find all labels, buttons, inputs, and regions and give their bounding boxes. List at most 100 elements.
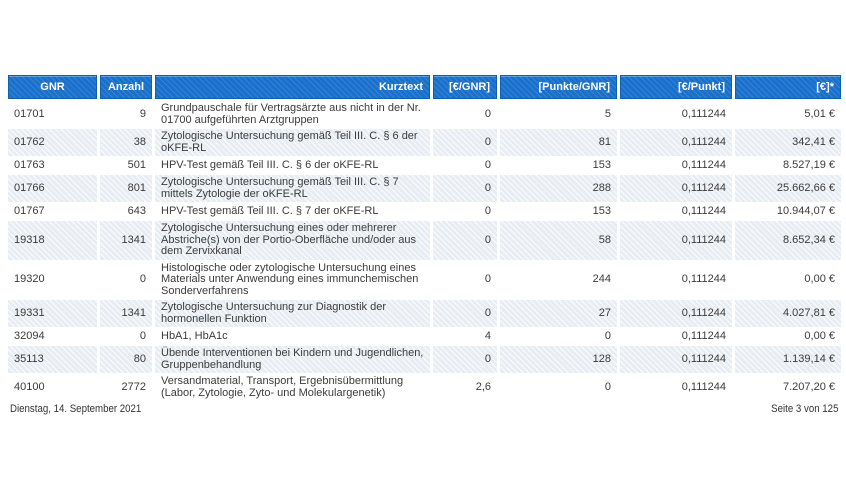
column-header-eur-total: [€]*: [735, 75, 841, 99]
cell-anzahl: 0: [139, 273, 146, 285]
column-header-eur-gnr: [€/GNR]: [433, 75, 497, 99]
cell-punkte-gnr: 0: [604, 329, 611, 342]
cell-eur-gnr: 0: [484, 273, 491, 285]
column-header-anzahl: Anzahl: [100, 75, 152, 99]
cell-eur-total: 0,00 €: [804, 273, 835, 285]
cell-eur-punkt: 0,111244: [681, 329, 726, 342]
table-row: 01701 9 Grundpauschale für Vertragsärzte…: [8, 101, 841, 128]
column-header-gnr: GNR: [8, 75, 97, 99]
cell-eur-punkt: 0,111244: [620, 346, 732, 373]
cell-anzahl: 0: [139, 329, 146, 342]
cell-kurztext: Histologische oder zytologische Untersuc…: [161, 261, 419, 297]
cell-anzahl: 80: [100, 346, 152, 373]
report-date: Dienstag, 14. September 2021: [10, 403, 142, 415]
table-row: 01763 501 HPV-Test gemäß Teil III. C. § …: [8, 157, 841, 174]
column-header-kurztext: Kurztext: [155, 75, 430, 99]
table-row: 35113 80 Übende Interventionen bei Kinde…: [8, 346, 841, 373]
cell-eur-punkt: 0,111244: [620, 129, 732, 156]
cell-eur-punkt: 0,111244: [620, 300, 732, 327]
cell-eur-punkt: 0,111244: [620, 175, 732, 202]
table-row: 19331 1341 Zytologische Untersuchung zur…: [8, 300, 841, 327]
cell-kurztext: HPV-Test gemäß Teil III. C. § 7 der oKFE…: [161, 204, 379, 217]
cell-anzahl: 38: [100, 129, 152, 156]
table-row: 01762 38 Zytologische Untersuchung gemäß…: [8, 129, 841, 156]
cell-eur-gnr: 0: [433, 300, 497, 327]
cell-kurztext: Zytologische Untersuchung zur Diagnostik…: [155, 300, 430, 327]
cell-eur-gnr: 0: [433, 346, 497, 373]
cell-punkte-gnr: 0: [604, 380, 611, 393]
table-row: 32094 0 HbA1, HbA1c 4 0 0,111244 0,00 €: [8, 328, 841, 345]
cell-kurztext: Zytologische Untersuchung gemäß Teil III…: [155, 129, 430, 156]
cell-gnr: 19318: [8, 221, 97, 260]
cell-eur-total: 0,00 €: [804, 329, 835, 342]
cell-eur-total: 10.944,07 €: [776, 204, 835, 217]
cell-eur-total: 5,01 €: [804, 107, 835, 120]
cell-gnr: 19320: [14, 273, 45, 285]
cell-anzahl: 2772: [121, 380, 146, 393]
cell-eur-total: 8.527,19 €: [783, 158, 835, 171]
table-row: 01767 643 HPV-Test gemäß Teil III. C. § …: [8, 203, 841, 220]
cell-gnr: 35113: [8, 346, 97, 373]
cell-anzahl: 1341: [100, 300, 152, 327]
cell-anzahl: 643: [127, 204, 146, 217]
cell-kurztext: Grundpauschale für Vertragsärzte aus nic…: [161, 102, 421, 126]
cell-kurztext: Zytologische Untersuchung gemäß Teil III…: [155, 175, 430, 202]
cell-kurztext: Versandmaterial, Transport, Ergebnisüber…: [161, 375, 404, 399]
cell-eur-total: 8.652,34 €: [735, 221, 841, 260]
cell-eur-total: 1.139,14 €: [735, 346, 841, 373]
cell-kurztext: Zytologische Untersuchung eines oder meh…: [155, 221, 430, 260]
cell-eur-punkt: 0,111244: [620, 221, 732, 260]
cell-kurztext: Übende Interventionen bei Kindern und Ju…: [155, 346, 430, 373]
cell-gnr: 01701: [14, 107, 45, 120]
table-row: 01766 801 Zytologische Untersuchung gemä…: [8, 175, 841, 202]
cell-eur-gnr: 0: [433, 221, 497, 260]
cell-punkte-gnr: 58: [500, 221, 617, 260]
cell-gnr: 01762: [8, 129, 97, 156]
cell-eur-punkt: 0,111244: [681, 158, 726, 171]
cell-anzahl: 9: [139, 107, 146, 120]
cell-gnr: 32094: [14, 329, 45, 342]
table-header-row: GNR Anzahl Kurztext [€/GNR] [Punkte/GNR]…: [8, 75, 841, 99]
cell-kurztext: HbA1, HbA1c: [161, 329, 228, 342]
cell-eur-punkt: 0,111244: [681, 380, 726, 393]
cell-eur-gnr: 2,6: [475, 380, 491, 393]
table-body: 01701 9 Grundpauschale für Vertragsärzte…: [8, 101, 841, 401]
cell-eur-total: 7.207,20 €: [783, 380, 835, 393]
cell-eur-gnr: 0: [484, 107, 491, 120]
cell-punkte-gnr: 244: [592, 273, 611, 285]
cell-eur-gnr: 0: [433, 175, 497, 202]
cell-eur-total: 4.027,81 €: [735, 300, 841, 327]
cell-anzahl: 801: [100, 175, 152, 202]
cell-gnr: 19331: [8, 300, 97, 327]
cell-gnr: 40100: [14, 380, 45, 393]
cell-gnr: 01767: [14, 204, 45, 217]
table-row: 19320 0 Histologische oder zytologische …: [8, 261, 841, 300]
cell-eur-gnr: 0: [433, 129, 497, 156]
column-header-punkte-gnr: [Punkte/GNR]: [500, 75, 617, 99]
cell-punkte-gnr: 81: [500, 129, 617, 156]
cell-punkte-gnr: 153: [592, 158, 611, 171]
cell-eur-punkt: 0,111244: [681, 273, 726, 285]
cell-eur-gnr: 4: [484, 329, 491, 342]
cell-gnr: 01763: [14, 158, 45, 171]
cell-anzahl: 501: [127, 158, 146, 171]
cell-punkte-gnr: 27: [500, 300, 617, 327]
cell-gnr: 01766: [8, 175, 97, 202]
table-row: 19318 1341 Zytologische Untersuchung ein…: [8, 221, 841, 260]
cell-punkte-gnr: 288: [500, 175, 617, 202]
cell-punkte-gnr: 5: [604, 107, 611, 120]
cell-eur-punkt: 0,111244: [681, 204, 726, 217]
table-row: 40100 2772 Versandmaterial, Transport, E…: [8, 374, 841, 401]
billing-table: GNR Anzahl Kurztext [€/GNR] [Punkte/GNR]…: [8, 75, 841, 401]
cell-kurztext: HPV-Test gemäß Teil III. C. § 6 der oKFE…: [161, 158, 379, 171]
cell-eur-gnr: 0: [484, 204, 491, 217]
cell-eur-total: 342,41 €: [735, 129, 841, 156]
cell-anzahl: 1341: [100, 221, 152, 260]
column-header-eur-punkt: [€/Punkt]: [620, 75, 732, 99]
cell-punkte-gnr: 153: [592, 204, 611, 217]
cell-punkte-gnr: 128: [500, 346, 617, 373]
cell-eur-total: 25.662,66 €: [735, 175, 841, 202]
page-indicator: Seite 3 von 125: [770, 403, 838, 415]
cell-eur-punkt: 0,111244: [681, 107, 726, 120]
